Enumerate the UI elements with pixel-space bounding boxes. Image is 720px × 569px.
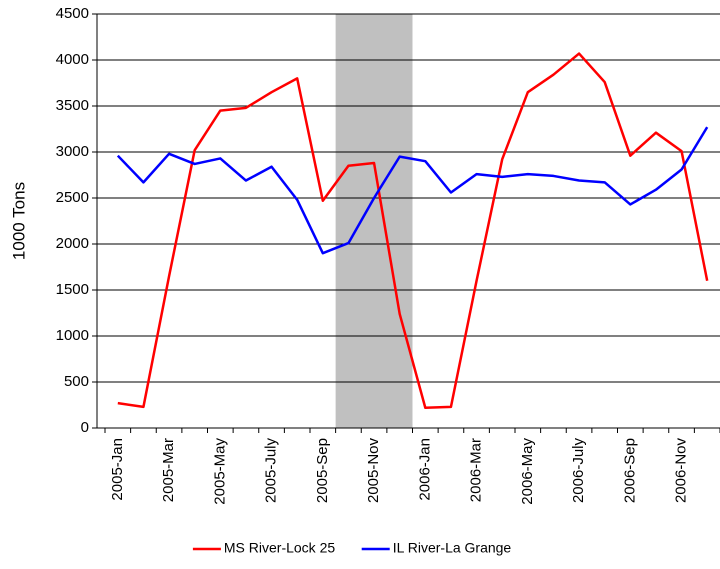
y-tick-label: 3000 bbox=[56, 143, 89, 160]
x-tick-label: 2006-May bbox=[519, 438, 536, 505]
x-tick-label: 2005-Nov bbox=[365, 438, 382, 504]
x-tick-label: 2005-July bbox=[263, 438, 280, 504]
y-tick-label: 4500 bbox=[56, 5, 89, 22]
series-line bbox=[117, 52, 709, 410]
y-tick-label: 2500 bbox=[56, 189, 89, 206]
y-axis-label: 1000 Tons bbox=[9, 182, 28, 260]
y-tick-label: 500 bbox=[64, 373, 89, 390]
x-tick-label: 2006-Nov bbox=[673, 438, 690, 504]
y-tick-label: 3500 bbox=[56, 97, 89, 114]
legend-label: IL River-La Grange bbox=[393, 540, 512, 556]
y-tick-label: 2000 bbox=[56, 235, 89, 252]
y-tick-label: 1500 bbox=[56, 281, 89, 298]
x-tick-label: 2006-Jan bbox=[416, 438, 433, 501]
x-tick-label: 2005-Jan bbox=[109, 438, 126, 501]
highlight-band bbox=[335, 14, 413, 428]
legend-label: MS River-Lock 25 bbox=[224, 540, 335, 556]
y-tick-label: 1000 bbox=[56, 327, 89, 344]
x-tick-label: 2006-Sep bbox=[621, 438, 638, 503]
y-tick-label: 0 bbox=[81, 419, 89, 436]
x-tick-label: 2005-Sep bbox=[314, 438, 331, 503]
x-tick-label: 2006-July bbox=[570, 438, 587, 504]
y-tick-label: 4000 bbox=[56, 51, 89, 68]
x-tick-label: 2005-May bbox=[211, 438, 228, 505]
x-tick-label: 2005-Mar bbox=[160, 438, 177, 502]
x-tick-label: 2006-Mar bbox=[468, 438, 485, 502]
series-line bbox=[116, 126, 709, 255]
